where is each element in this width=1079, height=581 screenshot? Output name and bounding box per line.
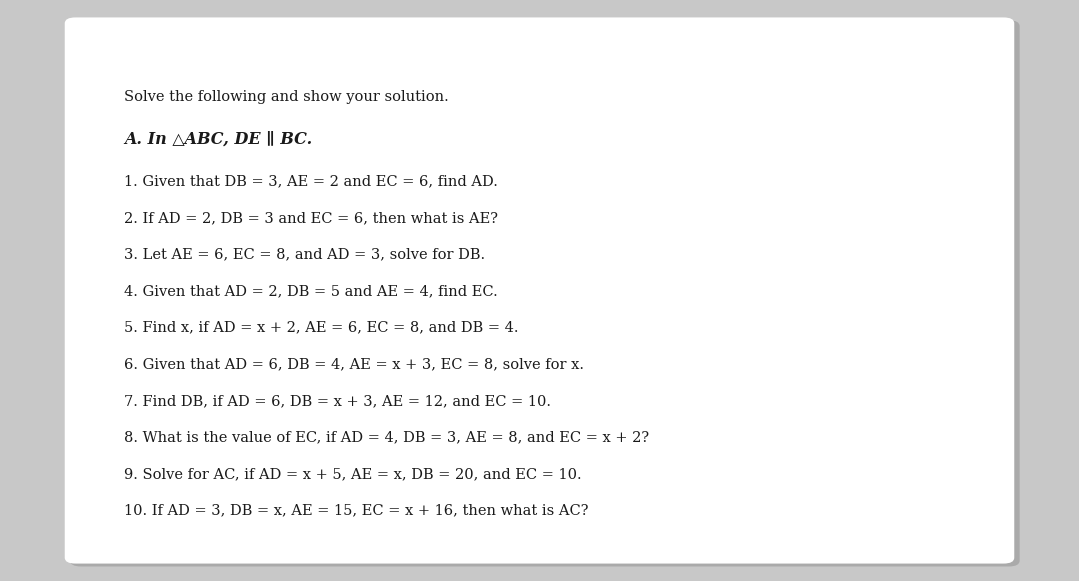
Text: Solve the following and show your solution.: Solve the following and show your soluti… — [124, 90, 449, 104]
Text: A. In △ABC, DE ∥ BC.: A. In △ABC, DE ∥ BC. — [124, 131, 312, 148]
Text: 7. Find DB, if AD = 6, DB = x + 3, AE = 12, and EC = 10.: 7. Find DB, if AD = 6, DB = x + 3, AE = … — [124, 394, 551, 408]
Text: 1. Given that DB = 3, AE = 2 and EC = 6, find AD.: 1. Given that DB = 3, AE = 2 and EC = 6,… — [124, 174, 498, 188]
Text: 2. If AD = 2, DB = 3 and EC = 6, then what is AE?: 2. If AD = 2, DB = 3 and EC = 6, then wh… — [124, 211, 498, 225]
Text: 6. Given that AD = 6, DB = 4, AE = x + 3, EC = 8, solve for x.: 6. Given that AD = 6, DB = 4, AE = x + 3… — [124, 357, 584, 371]
Text: 10. If AD = 3, DB = x, AE = 15, EC = x + 16, then what is AC?: 10. If AD = 3, DB = x, AE = 15, EC = x +… — [124, 504, 588, 518]
Text: 4. Given that AD = 2, DB = 5 and AE = 4, find EC.: 4. Given that AD = 2, DB = 5 and AE = 4,… — [124, 284, 497, 298]
Text: 8. What is the value of EC, if AD = 4, DB = 3, AE = 8, and EC = x + 2?: 8. What is the value of EC, if AD = 4, D… — [124, 431, 650, 444]
Text: 9. Solve for AC, if AD = x + 5, AE = x, DB = 20, and EC = 10.: 9. Solve for AC, if AD = x + 5, AE = x, … — [124, 467, 582, 481]
Text: 3. Let AE = 6, EC = 8, and AD = 3, solve for DB.: 3. Let AE = 6, EC = 8, and AD = 3, solve… — [124, 248, 486, 261]
Text: 5. Find x, if AD = x + 2, AE = 6, EC = 8, and DB = 4.: 5. Find x, if AD = x + 2, AE = 6, EC = 8… — [124, 321, 519, 335]
